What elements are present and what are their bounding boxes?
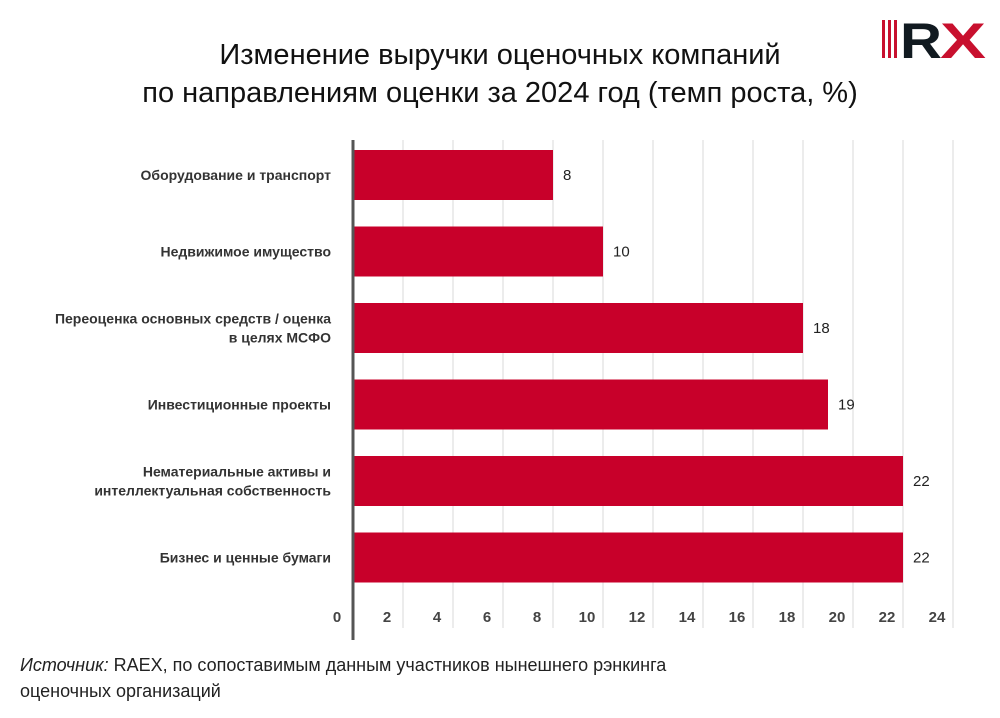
x-tick-label: 24 xyxy=(929,609,946,626)
category-label: в целях МСФО xyxy=(229,330,331,346)
x-tick-label: 12 xyxy=(629,609,646,626)
x-tick-label: 6 xyxy=(483,609,491,626)
data-label: 19 xyxy=(838,397,855,414)
source-note: Источник: RAEX, по сопоставимым данным у… xyxy=(20,652,666,704)
x-tick-label: 16 xyxy=(729,609,746,626)
title-line-1: Изменение выручки оценочных компаний xyxy=(219,39,781,71)
category-label: Недвижимое имущество xyxy=(160,244,331,260)
x-tick-label: 4 xyxy=(433,609,442,626)
title-line-2: по направлениям оценки за 2024 год (темп… xyxy=(142,77,858,109)
category-label: Переоценка основных средств / оценка xyxy=(55,311,331,327)
x-tick-label: 22 xyxy=(879,609,896,626)
x-tick-label: 18 xyxy=(779,609,796,626)
source-text: RAEX, по сопоставимым данным участников … xyxy=(108,655,667,675)
data-label: 22 xyxy=(913,550,930,567)
bar xyxy=(353,379,828,430)
x-tick-label: 8 xyxy=(533,609,541,626)
x-tick-label: 14 xyxy=(679,609,696,626)
bar xyxy=(353,303,803,353)
x-tick-label: 0 xyxy=(333,609,341,626)
x-tick-label: 2 xyxy=(383,609,391,626)
data-label: 10 xyxy=(613,244,630,261)
bar xyxy=(353,456,903,506)
svg-text:X: X xyxy=(940,18,986,60)
source-label: Источник: xyxy=(20,655,109,675)
category-label: интеллектуальная собственность xyxy=(94,483,331,499)
category-label: Оборудование и транспорт xyxy=(141,167,332,183)
svg-text:R: R xyxy=(900,18,942,60)
category-label: Бизнес и ценные бумаги xyxy=(160,550,331,566)
source-text-2: оценочных организаций xyxy=(20,681,221,701)
chart-title: Изменение выручки оценочных компаний по … xyxy=(0,36,1000,112)
data-label: 22 xyxy=(913,473,930,490)
bar xyxy=(353,150,553,200)
bar xyxy=(353,226,603,277)
category-label: Инвестиционные проекты xyxy=(148,397,331,413)
x-tick-label: 20 xyxy=(829,609,846,626)
raex-logo: R X xyxy=(882,18,986,60)
x-tick-label: 10 xyxy=(579,609,596,626)
data-label: 18 xyxy=(813,320,830,337)
bar xyxy=(353,532,903,583)
data-label: 8 xyxy=(563,167,571,184)
category-label: Нематериальные активы и xyxy=(143,464,331,480)
